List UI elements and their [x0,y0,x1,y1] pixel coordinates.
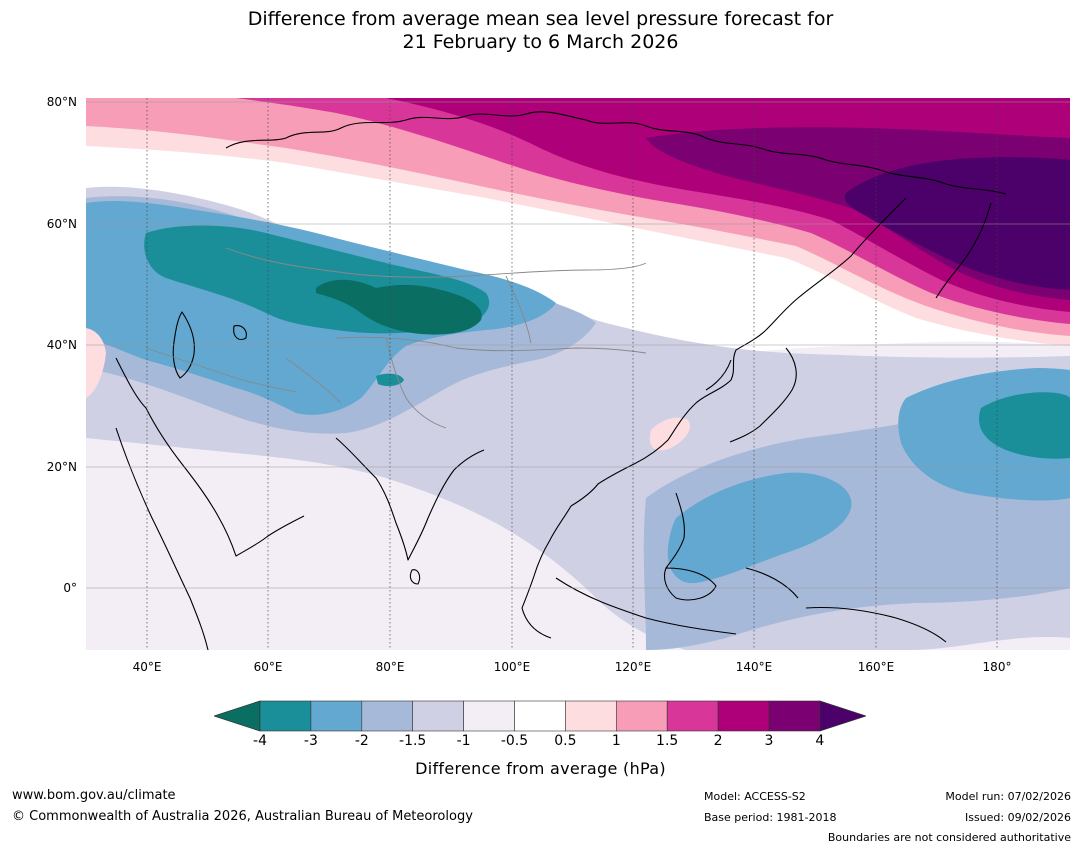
colorbar-cell [412,700,464,732]
colorbar-tick-label: 3 [764,733,774,749]
colorbar-tick-label: 0.5 [554,733,577,749]
lat-label-20n: 20°N [46,460,77,474]
title-line-1: Difference from average mean sea level p… [247,8,834,30]
lat-label-60n: 60°N [46,217,77,231]
colorbar-cell [565,700,617,732]
colorbar-tick-label: 2 [713,733,723,749]
chart-title: Difference from average mean sea level p… [0,8,1081,54]
footer-url[interactable]: www.bom.gov.au/climate [12,788,176,803]
colorbar-tick-label: -3 [303,733,318,749]
lon-label-60e: 60°E [253,660,283,674]
anomaly-band--2-philippine-sea [667,472,852,584]
footer-copyright: © Commonwealth of Australia 2026, Austra… [12,809,473,824]
lon-label-180: 180° [982,660,1012,674]
lon-label-80e: 80°E [375,660,405,674]
lat-label-equator: 0° [63,581,77,595]
colorbar-extend-high [819,700,866,732]
anomaly-band-0.5-west [86,328,106,398]
colorbar-tick-label: -0.5 [500,733,529,749]
colorbar-cell [361,700,414,732]
colorbar-cell [514,700,566,732]
colorbar-cell [615,700,668,732]
colorbar [214,700,866,732]
colorbar-cell [259,700,312,732]
lon-label-100e: 100°E [493,660,531,674]
country-borders [145,247,647,429]
lat-label-40n: 40°N [46,338,77,352]
colorbar-cell [666,700,719,732]
colorbar-tick-label: -2 [354,733,369,749]
colorbar-cell [768,700,821,732]
footer-issued: Issued: 09/02/2026 [964,811,1071,824]
colorbar-tick-label: 1 [611,733,621,749]
graticule [146,98,998,650]
pressure-anomaly-map [86,98,1070,650]
anomaly-band--3-pacific [978,392,1070,459]
anomaly-band-4 [844,157,1070,290]
lon-label-40e: 40°E [132,660,162,674]
colorbar-cell [310,700,363,732]
footer-disclaimer: Boundaries are not considered authoritat… [827,831,1071,844]
coastlines [115,111,1007,650]
lon-label-140e: 140°E [735,660,773,674]
footer-model: Model: ACCESS-S2 [704,790,806,803]
colorbar-cell [463,700,515,732]
colorbar-tick-label: -1 [456,733,471,749]
lat-label-80n: 80°N [46,95,77,109]
colorbar-tick-label: -4 [253,733,267,749]
anomaly-band--4 [316,279,482,335]
title-line-2: 21 February to 6 March 2026 [402,31,679,53]
footer-base-period: Base period: 1981-2018 [704,811,837,824]
colorbar-title: Difference from average (hPa) [415,759,666,778]
anomaly-band-0.5-taiwan [649,417,691,451]
colorbar-extend-low [214,700,261,732]
colorbar-tick-label: -1.5 [399,733,427,749]
lon-label-120e: 120°E [614,660,652,674]
map-svg [86,98,1070,650]
footer-model-run: Model run: 07/02/2026 [945,790,1071,803]
colorbar-tick-label: 4 [815,733,825,749]
parallels [86,101,1070,589]
colorbar-tick-label: 1.5 [656,733,679,749]
lon-label-160e: 160°E [857,660,895,674]
colorbar-cell [717,700,770,732]
